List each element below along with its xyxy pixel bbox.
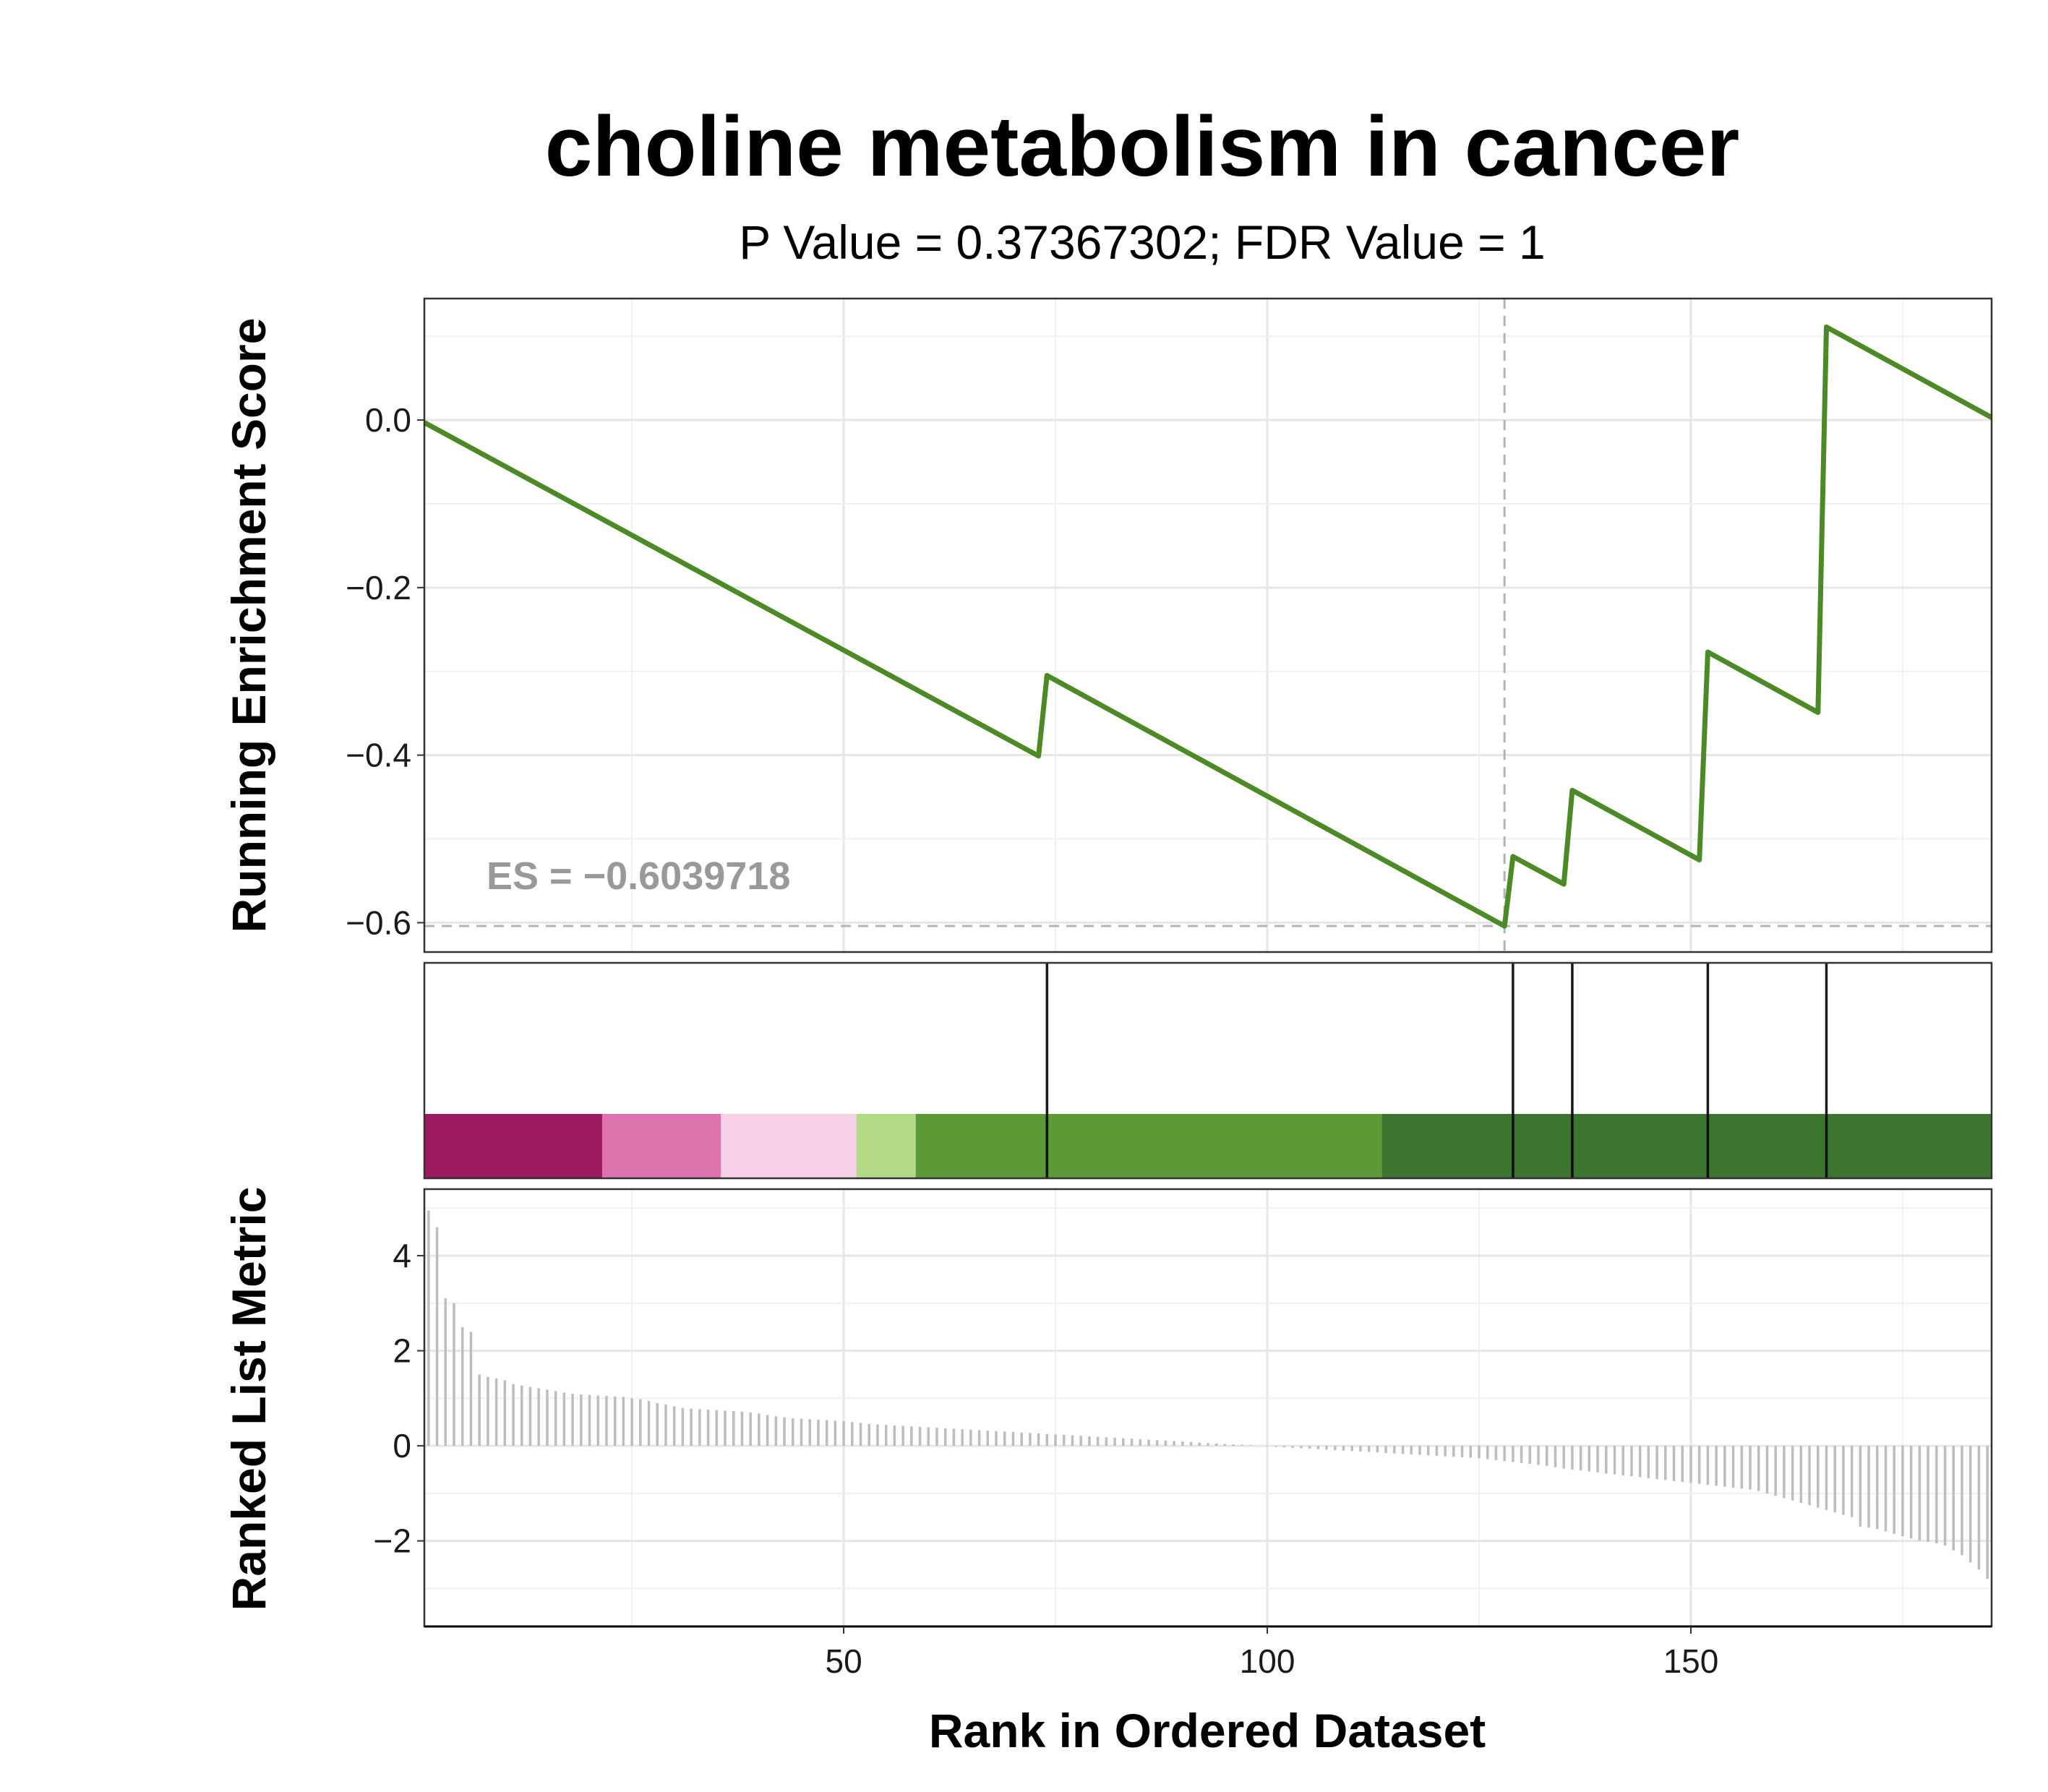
ranked-metric-y-tick-label: 0 (393, 1427, 411, 1465)
ranked-metric-y-tick-label: −2 (374, 1522, 411, 1560)
chart-subtitle: P Value = 0.37367302; FDR Value = 1 (739, 215, 1545, 269)
gene-hits-panel (423, 961, 1993, 1180)
chart-title: choline metabolism in cancer (545, 99, 1740, 194)
running-score-panel: 0.0 −0.2 −0.4 −0.6 (346, 297, 1993, 953)
running-score-border (423, 297, 1993, 953)
color-band (424, 1114, 603, 1178)
x-tick-label: 150 (1663, 1642, 1719, 1680)
x-tick-label: 100 (1240, 1642, 1295, 1680)
ranked-metric-panel: 4 2 0 −2 (374, 1188, 1993, 1628)
running-score-y-tick-label: −0.4 (346, 737, 411, 774)
gene-hits-border (423, 961, 1993, 1180)
x-axis-title: Rank in Ordered Dataset (929, 1704, 1486, 1757)
running-score-line (423, 324, 1993, 929)
color-band (721, 1114, 857, 1178)
color-band (856, 1114, 916, 1178)
running-score-y-tick-label: −0.2 (346, 569, 411, 606)
color-band (602, 1114, 721, 1178)
ranked-metric-y-tick-label: 4 (393, 1237, 411, 1274)
x-tick-label: 50 (826, 1642, 862, 1680)
running-score-y-tick-label: 0.0 (365, 401, 411, 439)
ranked-metric-y-tick-label: 2 (393, 1332, 411, 1370)
x-axis: 50 100 150 (424, 1625, 1992, 1680)
es-label: ES = −0.6039718 (487, 854, 790, 898)
color-band (915, 1114, 1382, 1178)
y-axis-title-running-score: Running Enrichment Score (222, 318, 275, 933)
running-score-y-tick-label: −0.6 (346, 904, 411, 941)
y-axis-title-ranked-metric: Ranked List Metric (222, 1187, 275, 1611)
color-band (1381, 1114, 1992, 1178)
